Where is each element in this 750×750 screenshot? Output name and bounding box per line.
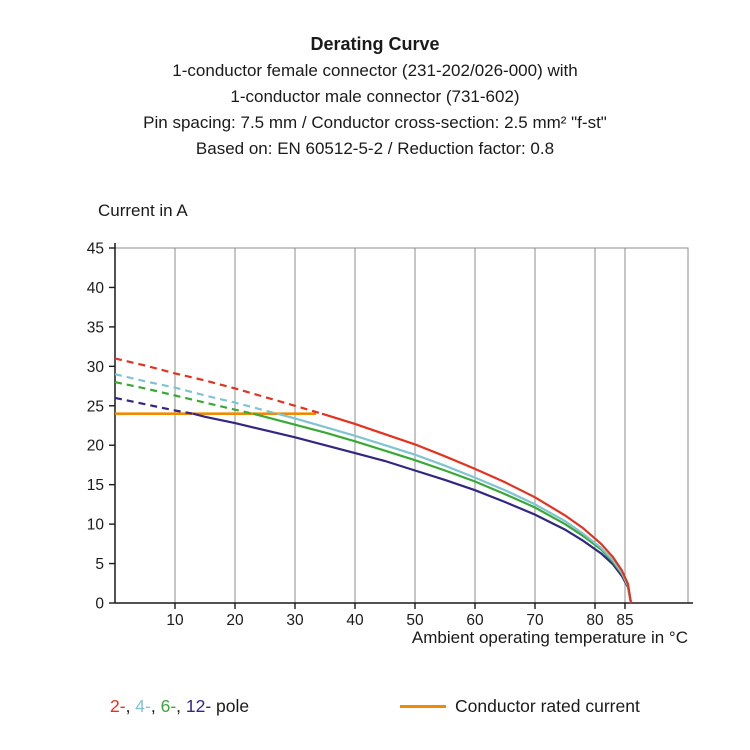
rated-current-line-swatch [400,705,446,708]
y-tick-label: 10 [87,517,105,534]
pole-legend: 2-, 4-, 6-, 12- pole [110,696,249,717]
curve-4-pole-solid [276,412,633,604]
legend-separator: , [176,696,186,716]
subtitle-line-4: Based on: EN 60512-5-2 / Reduction facto… [195,139,555,158]
legend-separator: , [150,696,161,716]
legend-pole-suffix: pole [211,696,250,716]
rated-current-label: Conductor rated current [455,696,640,716]
y-tick-label: 35 [87,319,104,336]
x-tick-label: 60 [466,612,484,629]
legend-pole-2: 2- [110,696,126,716]
rated-current-legend: Conductor rated current [400,696,640,717]
x-tick-label: 70 [526,612,544,629]
curve-4-pole-dashed [114,373,278,415]
x-tick-label: 10 [166,612,184,629]
y-tick-label: 30 [87,359,105,376]
legend-separator: , [125,696,136,716]
x-tick-label: 80 [586,612,604,629]
curve-2-pole-solid [321,412,633,604]
x-tick-label: 20 [226,612,244,629]
subtitle-line-2: 1-conductor male connector (731-602) [230,87,520,106]
y-tick-label: 20 [87,438,105,455]
y-tick-label: 0 [95,596,104,613]
y-tick-label: 15 [87,477,104,494]
curve-12-pole-solid [192,412,633,604]
legend-pole-6: 6- [160,696,177,716]
legend-pole-4: 4- [135,696,151,716]
x-tick-label: 40 [346,612,364,629]
y-tick-label: 5 [95,556,104,573]
curve-6-pole-dashed [114,381,254,415]
legend-pole-12: 12- [185,696,212,716]
x-tick-label: 50 [406,612,424,629]
y-tick-label: 45 [87,241,104,258]
chart-header: Derating Curve 1-conductor female connec… [0,30,750,162]
x-axis-label: Ambient operating temperature in °C [411,628,688,647]
chart-title: Derating Curve [310,34,440,54]
subtitle-line-1: 1-conductor female connector (231-202/02… [172,61,578,80]
y-tick-label: 40 [87,280,105,297]
x-tick-label: 30 [286,612,304,629]
x-tick-label: 85 [616,612,633,629]
curve-2-pole-dashed [114,357,323,415]
curve-12-pole-dashed [114,396,194,415]
subtitle-line-3: Pin spacing: 7.5 mm / Conductor cross-se… [143,113,607,132]
y-axis-label: Current in A [98,201,188,220]
y-tick-label: 25 [87,398,104,415]
